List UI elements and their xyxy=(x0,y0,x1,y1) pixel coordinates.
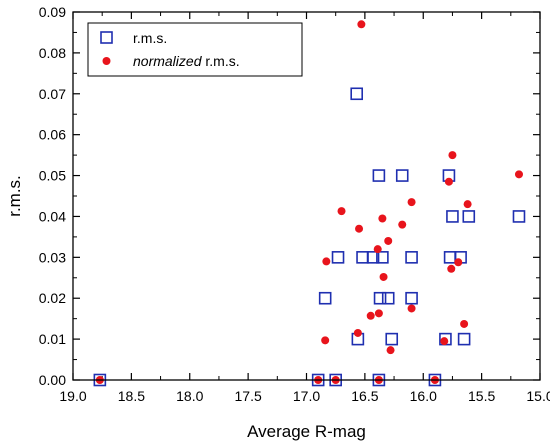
rms-point xyxy=(331,251,345,264)
legend: r.m.s. normalized r.m.s. xyxy=(87,22,303,77)
normalized-rms-point xyxy=(322,257,331,266)
data-markers xyxy=(93,20,526,387)
x-tick-label: 16.0 xyxy=(410,388,437,404)
rms-point xyxy=(373,291,387,305)
x-tick-label: 17.5 xyxy=(235,388,262,404)
rms-point xyxy=(372,169,386,182)
rms-point xyxy=(350,87,364,101)
plot-frame xyxy=(72,11,541,381)
y-tick-label: 0.03 xyxy=(39,249,66,265)
normalized-rms-point xyxy=(374,309,383,318)
x-axis-ticks: 19.0 18.5 18.0 17.5 17.0 16.5 16.0 15.5 15.0 xyxy=(59,12,550,404)
y-axis-label: r.m.s. xyxy=(5,175,24,217)
x-axis-label: Average R-mag xyxy=(247,422,366,441)
y-axis-ticks: 0.00 0.01 0.02 0.03 0.04 0.05 0.06 0.07 0.08 0.09 xyxy=(39,4,540,388)
x-tick-label: 15.0 xyxy=(526,388,550,404)
normalized-rms-point xyxy=(463,200,472,209)
normalized-rms-point xyxy=(448,151,457,160)
rms-point xyxy=(381,291,395,305)
rms-point xyxy=(318,291,332,305)
rms-point xyxy=(405,251,418,264)
x-tick-label: 18.5 xyxy=(118,388,145,404)
normalized-rms-point xyxy=(321,336,330,345)
legend-label-italic-part: normalized xyxy=(133,53,203,69)
normalized-rms-point xyxy=(355,224,364,233)
legend-box xyxy=(87,22,303,77)
normalized-rms-point xyxy=(514,170,523,179)
y-tick-label: 0.07 xyxy=(39,86,66,102)
y-tick-label: 0.08 xyxy=(39,45,66,61)
rms-point xyxy=(457,332,471,346)
normalized-rms-point xyxy=(454,258,463,267)
normalized-rms-point xyxy=(407,198,416,207)
legend-marker-normalized-rms xyxy=(102,57,111,65)
x-tick-label: 18.0 xyxy=(176,388,203,404)
rms-point xyxy=(512,210,526,223)
legend-label-normalized-rms: normalized r.m.s. xyxy=(133,53,240,69)
normalized-rms-point xyxy=(398,220,407,229)
y-tick-label: 0.09 xyxy=(39,4,66,20)
normalized-rms-point xyxy=(460,319,469,328)
normalized-rms-point xyxy=(337,207,346,216)
normalized-rms-point xyxy=(379,272,388,281)
rms-point xyxy=(443,251,457,264)
y-tick-label: 0.00 xyxy=(39,372,66,388)
rms-point xyxy=(376,251,389,264)
rms-point xyxy=(405,291,418,305)
legend-marker-rms xyxy=(100,31,113,44)
x-tick-label: 16.5 xyxy=(351,388,378,404)
legend-label-rms: r.m.s. xyxy=(133,30,167,46)
rms-point xyxy=(462,210,476,223)
rms-point xyxy=(356,251,369,264)
y-tick-label: 0.06 xyxy=(39,127,66,143)
y-tick-label: 0.02 xyxy=(39,290,66,306)
normalized-rms-point xyxy=(447,264,456,273)
normalized-rms-point xyxy=(384,236,393,245)
x-tick-label: 15.5 xyxy=(468,388,495,404)
y-tick-label: 0.04 xyxy=(39,208,66,224)
x-tick-label: 17.0 xyxy=(293,388,320,404)
normalized-rms-point xyxy=(378,214,387,223)
rms-point xyxy=(395,169,409,182)
normalized-rms-point xyxy=(440,337,449,346)
x-tick-label: 19.0 xyxy=(59,388,86,404)
normalized-rms-point xyxy=(366,311,375,320)
normalized-rms-point xyxy=(353,328,362,337)
y-tick-label: 0.05 xyxy=(39,168,66,184)
y-tick-label: 0.01 xyxy=(39,331,66,347)
legend-label-plain-part: r.m.s. xyxy=(201,53,239,69)
normalized-rms-point xyxy=(386,346,395,355)
normalized-rms-point xyxy=(407,304,416,313)
normalized-rms-point xyxy=(373,245,382,254)
rms-point xyxy=(366,251,380,264)
normalized-rms-point xyxy=(444,177,453,186)
rms-point xyxy=(446,210,459,223)
rms-point xyxy=(385,332,399,346)
normalized-rms-point xyxy=(357,20,366,29)
